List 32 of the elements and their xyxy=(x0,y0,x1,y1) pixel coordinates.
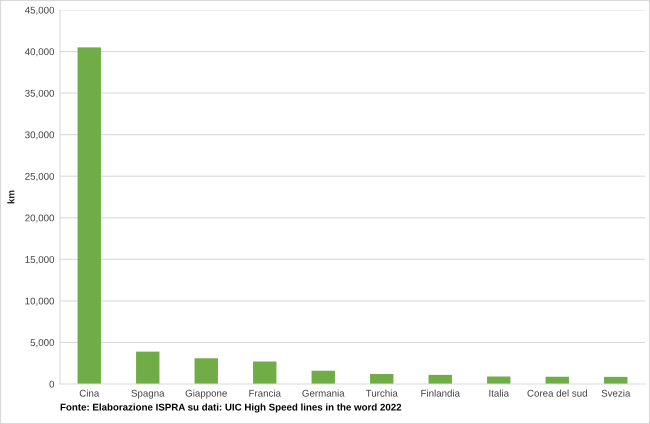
y-tick-label: 20,000 xyxy=(25,214,54,223)
x-tick-label: Germania xyxy=(302,390,345,397)
y-axis-title: km xyxy=(7,190,14,204)
y-tick-label: 0 xyxy=(49,380,54,388)
source-note: Fonte: Elaborazione ISPRA su dati: UIC High Speed lines in the word 2022 xyxy=(60,403,402,413)
y-tick-label: 45,000 xyxy=(24,6,54,15)
y-tick-label: 40,000 xyxy=(24,48,54,56)
x-tick-label: Francia xyxy=(249,390,281,397)
bar xyxy=(136,352,160,384)
bar xyxy=(253,362,276,384)
x-tick-label: Cina xyxy=(80,390,100,397)
x-tick-label: Giappone xyxy=(186,390,227,399)
bar xyxy=(370,374,394,384)
y-tick-label: 30,000 xyxy=(25,131,54,140)
bar xyxy=(487,376,510,384)
bar xyxy=(604,376,628,384)
y-tick-label: 5,000 xyxy=(30,339,54,348)
x-tick-label: Turchia xyxy=(366,390,398,397)
x-tick-label: Italia xyxy=(489,390,510,397)
x-tick-label: Spagna xyxy=(131,390,165,399)
bar xyxy=(428,374,452,384)
bar xyxy=(312,370,335,384)
bar xyxy=(546,376,569,384)
y-tick-label: 35,000 xyxy=(25,90,54,98)
y-tick-label: 25,000 xyxy=(25,172,54,181)
bar xyxy=(194,358,218,384)
bar xyxy=(78,47,101,384)
x-tick-label: Svezia xyxy=(602,390,630,397)
x-tick-label: Corea del sud xyxy=(527,390,587,397)
y-tick-label: 10,000 xyxy=(25,298,54,306)
x-tick-label: Finlandia xyxy=(421,390,460,397)
y-tick-label: 15,000 xyxy=(25,256,54,264)
